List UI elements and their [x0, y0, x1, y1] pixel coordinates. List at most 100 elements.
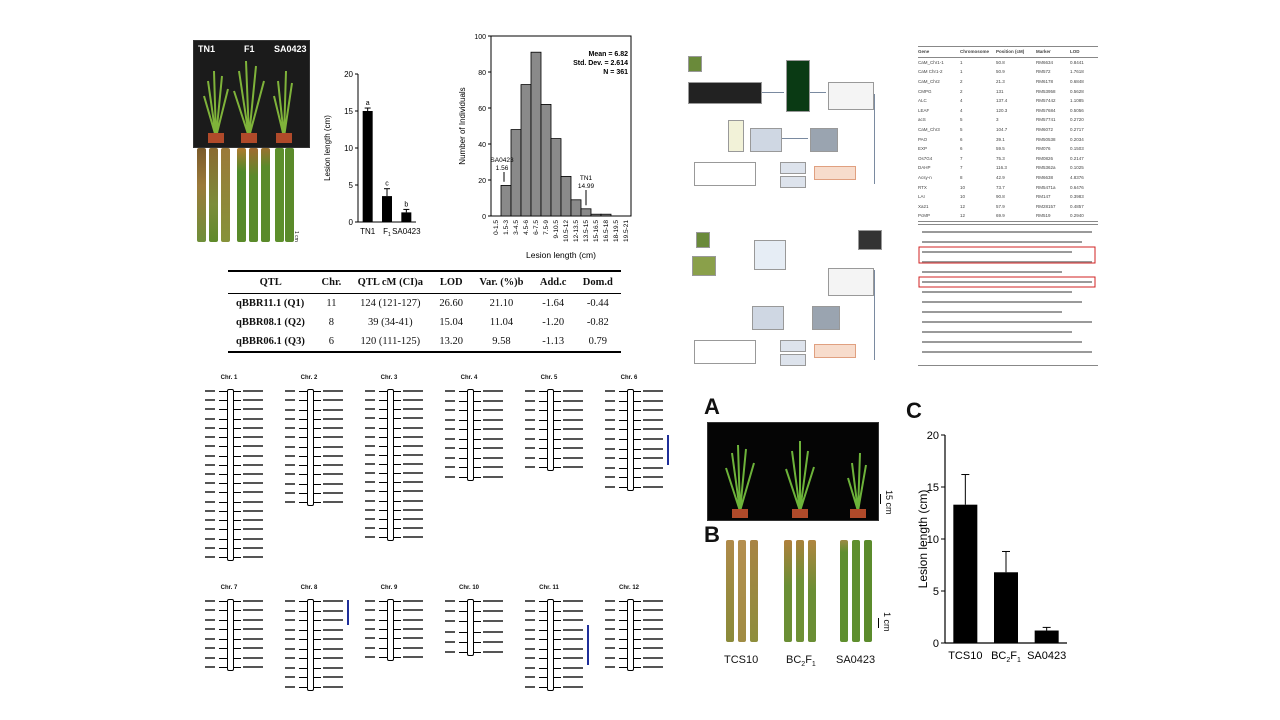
panel-b-scale-label: 1 cm: [882, 612, 892, 632]
marker-tick: [633, 439, 641, 440]
workflow-diagram-2: [688, 230, 888, 370]
marker-label-line: [243, 528, 263, 531]
position-label-line: [605, 628, 615, 631]
gene-table-cell: 131: [996, 88, 1004, 94]
gene-table-row: acS 5 3 RM57741 0.2720: [918, 115, 1098, 125]
marker-tick: [219, 520, 227, 522]
panel-a-scale-label: 15 cm: [884, 490, 894, 515]
marker-tick: [379, 629, 387, 630]
marker-tick: [539, 677, 547, 679]
gene-table-cell: 137.4: [996, 98, 1008, 104]
marker-tick: [313, 667, 321, 669]
flow-breeding-box: [814, 344, 856, 358]
bar: [953, 504, 978, 643]
marker-tick: [313, 610, 321, 612]
flow-chart-box: [828, 82, 874, 110]
marker-tick: [553, 467, 561, 468]
marker-label-line: [403, 499, 423, 502]
marker-tick: [459, 400, 467, 402]
marker-label-line: [483, 399, 503, 402]
gene-description-lines: [918, 231, 1096, 353]
photo-label-sa0423: SA0423: [274, 44, 307, 54]
gene-table-cell: 7: [960, 155, 963, 161]
position-label-line: [605, 466, 615, 469]
marker-tick: [393, 619, 401, 621]
gene-table-cell: RM50538: [1036, 136, 1056, 142]
histogram-bar: [580, 208, 592, 217]
chromosome-bar: [227, 599, 234, 671]
marker-label-line: [403, 536, 423, 538]
position-label-line: [205, 637, 215, 640]
marker-label-line: [403, 656, 423, 658]
marker-tick: [219, 557, 227, 558]
panel-letter-a: A: [704, 394, 720, 419]
marker-tick: [313, 601, 321, 602]
marker-tick: [619, 487, 627, 488]
marker-label-line: [243, 473, 263, 475]
marker-tick: [539, 667, 547, 669]
flow-chart-box: [828, 268, 874, 296]
marker-tick: [553, 391, 561, 392]
marker-tick: [553, 648, 561, 650]
marker-tick: [473, 429, 481, 431]
position-label-line: [365, 600, 375, 602]
qtl-header-var: Var. (%)b: [471, 270, 532, 294]
marker-tick: [393, 509, 401, 511]
marker-label-line: [243, 556, 263, 558]
position-label-line: [525, 409, 535, 411]
marker-tick: [619, 657, 627, 659]
chromosome-title: Chr. 12: [618, 585, 639, 591]
marker-label-line: [323, 445, 343, 448]
gene-table-cell: RM5362a: [1036, 165, 1056, 171]
gene-table-row: Acsy-n 8 42.9 RM6638 4.8376: [918, 173, 1098, 183]
marker-label-line: [483, 466, 503, 469]
marker-label-line: [243, 417, 263, 420]
y-axis-label: Lesion length (cm): [916, 490, 930, 589]
marker-tick: [619, 667, 627, 668]
y-tick-label: 80: [478, 70, 486, 77]
marker-tick: [393, 629, 401, 630]
position-label-line: [605, 438, 615, 440]
x-tick-label: SA0423: [1027, 650, 1066, 662]
marker-label-line: [323, 473, 343, 476]
marker-tick: [219, 510, 227, 512]
position-label-line: [205, 417, 215, 420]
marker-tick: [233, 391, 241, 392]
marker-tick: [473, 448, 481, 450]
gene-table-cell: 2: [960, 88, 963, 94]
marker-tick: [619, 429, 627, 431]
marker-label-line: [403, 444, 423, 447]
marker-tick: [313, 639, 321, 641]
marker-label-line: [563, 657, 583, 660]
marker-label-line: [243, 546, 263, 549]
position-label-line: [205, 399, 215, 402]
flow-camera-box: [858, 230, 882, 250]
chromosome-title: Chr. 7: [220, 585, 238, 591]
gene-table-cell: 0.8441: [1070, 59, 1084, 65]
gene-table-row: PAO 6 39.1 RM50538 0.2034: [918, 134, 1098, 144]
marker-label-line: [403, 417, 423, 420]
marker-label-line: [243, 500, 263, 503]
marker-tick: [313, 492, 321, 494]
marker-tick: [379, 601, 387, 602]
leaf-scale-label: 1 cm: [293, 231, 299, 242]
position-label-line: [205, 426, 215, 429]
marker-tick: [619, 419, 627, 421]
qtl-cell: 39 (34-41): [368, 317, 413, 328]
gene-table-cell: 0.2034: [1070, 136, 1084, 142]
marker-tick: [313, 446, 321, 448]
leaf-bc2f1-3: [808, 540, 816, 642]
stats-text: N = 361: [603, 69, 628, 76]
marker-label-line: [403, 637, 423, 640]
gene-table-cell: CaM_Chr1-1: [918, 59, 944, 65]
marker-label-line: [643, 618, 663, 621]
marker-label-line: [243, 482, 263, 485]
position-label-line: [365, 408, 375, 411]
marker-tick: [619, 610, 627, 612]
marker-tick: [233, 464, 241, 466]
chromosome-bar: [467, 389, 474, 481]
gene-table-cell: 12: [960, 203, 966, 209]
marker-tick: [313, 428, 321, 429]
bar: [382, 196, 392, 222]
